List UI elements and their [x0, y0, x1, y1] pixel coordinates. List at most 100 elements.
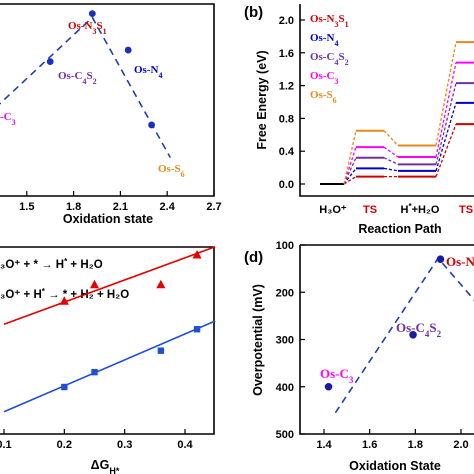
panel-c-triangle-point [156, 279, 166, 289]
panel-a-frame [0, 3, 215, 197]
panel-c-frame [0, 246, 215, 435]
panel-d-marks [324, 255, 474, 414]
label-os-n3s1-d: Os-N [446, 254, 474, 269]
panel-c-triangle-point [59, 296, 69, 305]
panel-b-connector [435, 102, 457, 172]
panel-b-connector [435, 123, 457, 177]
panel-c-x-tick-label: 0.2 [57, 439, 72, 451]
label-os-n4: Os-N4 [134, 64, 162, 80]
panel-d-x-tick-label: 1.4 [316, 439, 332, 451]
panel-d-point [409, 330, 417, 339]
panel-d-x-tick-label: 1.6 [362, 439, 377, 451]
panel-c-fit-line [3, 320, 216, 413]
panel-b-connector [343, 176, 357, 185]
panel-b-axes [299, 4, 474, 197]
panel-c-triangle-point [192, 250, 202, 259]
category-h3o: H₃O⁺ [319, 204, 347, 216]
panel-d-y-label: Overpotential (mV) [251, 284, 265, 396]
panel-d-point [436, 255, 445, 263]
panel-c-equations: ₃O⁺ + * → H* + H₂O ₃O⁺ + H* → * + H₂ + H… [0, 257, 129, 302]
panel-d-y-tick-label: 300 [276, 335, 294, 347]
panel-c-x-tick-label: 0.3 [117, 439, 132, 451]
panel-b-legend-item: Os-N3S1 [310, 13, 349, 29]
panel-d: (d) 1.4 1.6 1.8 2.0 100 200 300 400 500 Overpote… [244, 240, 474, 473]
panel-a-x-tick-label: 2.7 [206, 201, 221, 213]
panel-b-connector [435, 62, 457, 158]
panel-c-x-tick-label: 0.1 [0, 439, 12, 451]
panel-d-x-tick-label: 2.0 [453, 439, 468, 451]
panel-d-y-tick-label: 500 [276, 429, 294, 441]
panel-d-point-labels: Os-C3 Os-C4S2 Os-N [320, 254, 474, 385]
panel-c: 0.1 0.2 0.3 0.4 ΔGH* ₃O⁺ + * → H* + H₂O ₃O⁺… [0, 245, 216, 474]
panel-a-point [46, 58, 54, 65]
panel-a-x-ticks: 1.5 1.8 2.1 2.4 2.7 [19, 191, 222, 213]
panel-a-point-labels: -C3 Os-C4S2 Os-N3S1 Os-N4 Os-S6 [0, 20, 185, 179]
label-os-s6: Os-S6 [158, 163, 185, 179]
panel-b-x-label: Reaction Path [358, 222, 441, 236]
panel-d-ticks: 1.4 1.6 1.8 2.0 100 200 300 400 500 [276, 240, 469, 451]
panel-b-tag: (b) [244, 4, 263, 21]
label-os-c3-d: Os-C3 [320, 366, 354, 385]
panel-b-connector [343, 130, 357, 185]
label-os-c4s2: Os-C4S2 [58, 70, 97, 86]
panel-b-legend-item: Os-C4S2 [310, 51, 349, 67]
panel-a-guide-line [0, 16, 172, 158]
panel-c-marks [3, 245, 216, 413]
category-ts-2: TS [459, 204, 473, 216]
panel-b-connector [383, 157, 399, 165]
panel-c-square-point [157, 347, 165, 354]
panel-b-y-tick-label: 1.6 [279, 48, 294, 60]
panel-d-axes [299, 244, 474, 435]
panel-d-x-label: Oxidation State [349, 459, 441, 473]
panel-b-y-tick-label: 0.8 [279, 113, 294, 125]
panel-b-connector [383, 167, 399, 172]
panel-a-point [88, 10, 96, 17]
panel-b-categories: H₃O⁺ TS H*+H₂O TS [319, 202, 473, 217]
category-h-star: H*+H₂O [401, 202, 440, 217]
panel-a-x-tick-label: 2.1 [113, 201, 128, 213]
label-os-c3: -C3 [0, 111, 16, 127]
panel-b-y-ticks: 2.0 1.6 1.2 0.8 0.4 0.0 [279, 15, 305, 191]
panel-a-point [124, 46, 132, 54]
label-os-c4s2-d: Os-C4S2 [396, 320, 442, 339]
panel-b-connector [343, 168, 357, 185]
panel-b-legend-item: Os-N4 [310, 32, 338, 48]
panel-a-marks [0, 10, 172, 158]
panel-a-x-tick-label: 1.5 [19, 201, 34, 213]
panel-b-y-tick-label: 0.0 [279, 179, 294, 191]
panel-d-guide-line [334, 256, 474, 414]
panel-c-square-point [61, 383, 68, 391]
equation-volmer: ₃O⁺ + * → H* + H₂O [0, 257, 103, 272]
panel-d-point [324, 382, 333, 391]
panel-a-x-tick-label: 2.4 [160, 201, 176, 213]
panel-b-y-label: Free Energy (eV) [255, 50, 269, 149]
panel-b-y-tick-label: 1.2 [279, 81, 294, 93]
panel-a-point [148, 121, 156, 129]
category-ts-1: TS [363, 204, 377, 216]
panel-c-triangle-point [90, 279, 99, 289]
panel-b-legend: Os-N3S1 Os-N4 Os-C4S2 Os-C3 Os-S6 [310, 13, 349, 105]
panel-c-x-ticks: 0.1 0.2 0.3 0.4 [0, 429, 194, 451]
panel-d-y-tick-label: 400 [276, 382, 294, 394]
label-os-n3s1: Os-N3S1 [68, 20, 107, 36]
panel-c-fit-line [3, 245, 216, 326]
panel-b-legend-item: Os-C3 [310, 70, 338, 86]
panel-a-x-tick-label: 1.8 [66, 201, 81, 213]
panel-d-y-tick-label: 100 [276, 240, 294, 252]
panel-d-y-tick-label: 200 [276, 287, 294, 299]
panel-b-legend-item: Os-S6 [310, 89, 337, 105]
panel-d-x-tick-label: 1.8 [408, 439, 423, 451]
panel-b-connector [383, 130, 399, 146]
panel-b-y-tick-label: 0.4 [279, 146, 295, 158]
panel-a-x-label: Oxidation state [63, 212, 153, 226]
panel-b-connector [435, 42, 457, 146]
panel-c-x-label: ΔGH* [91, 458, 120, 474]
panel-b: (b) 2.01.61.20.80.40.0 Free Energy (eV) … [244, 4, 474, 236]
panel-c-x-tick-label: 0.4 [177, 439, 193, 451]
panel-b-connector [435, 82, 457, 165]
panel-a: 1.5 1.8 2.1 2.4 2.7 Oxidation state -C3 Os-C… [0, 3, 222, 226]
panel-d-tag: (d) [244, 249, 263, 266]
panel-b-energy-levels [320, 41, 474, 185]
panel-b-y-tick-label: 2.0 [279, 15, 294, 27]
